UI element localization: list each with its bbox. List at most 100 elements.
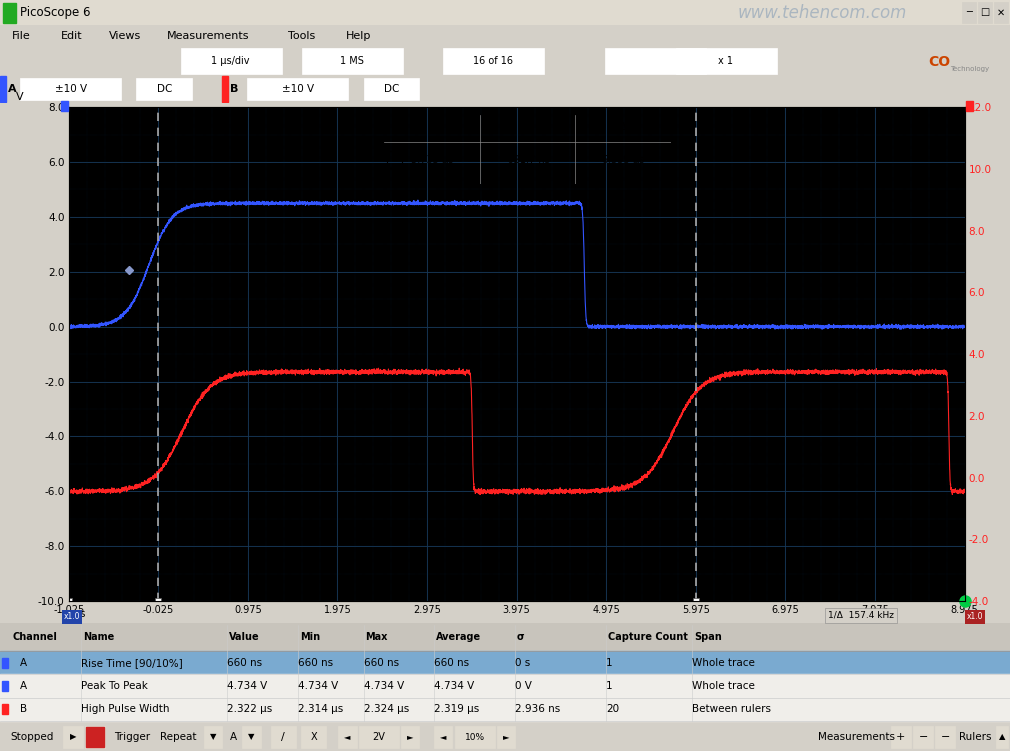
Text: Stopped: Stopped [10, 732, 54, 742]
Text: A: A [20, 658, 27, 668]
Bar [978, 2, 992, 23]
Bar [222, 77, 228, 101]
Text: /: / [282, 732, 285, 742]
Text: High Pulse Width: High Pulse Width [81, 704, 170, 714]
Bar [0, 651, 1010, 674]
Text: □: □ [980, 8, 990, 17]
Text: 2.322 μs: 2.322 μs [227, 704, 273, 714]
Bar [891, 725, 911, 748]
Text: 1: 1 [606, 681, 613, 691]
Text: 0 V: 0 V [515, 681, 532, 691]
Text: Rise Time [90/10%]: Rise Time [90/10%] [81, 658, 183, 668]
Text: 1: 1 [606, 658, 613, 668]
Text: DC: DC [384, 84, 400, 94]
Text: Whole trace: Whole trace [692, 658, 754, 668]
Text: Views: Views [109, 31, 141, 41]
Bar [996, 725, 1008, 748]
Bar [454, 725, 495, 748]
Text: Tools: Tools [288, 31, 315, 41]
Bar [181, 48, 282, 74]
Text: 2.324 μs: 2.324 μs [364, 704, 409, 714]
Text: B: B [20, 704, 27, 714]
Text: 2.314 μs: 2.314 μs [298, 704, 343, 714]
Bar [2, 704, 8, 714]
Text: Between rulers: Between rulers [692, 704, 771, 714]
Text: ▶: ▶ [70, 732, 76, 741]
Text: Capture Count: Capture Count [608, 632, 688, 642]
Text: Help: Help [345, 31, 371, 41]
Text: Rulers: Rulers [960, 732, 992, 742]
Text: ▲: ▲ [999, 732, 1005, 741]
Text: x1.0: x1.0 [967, 613, 983, 622]
Bar [3, 2, 16, 23]
Text: 1/Δ  157.4 kHz: 1/Δ 157.4 kHz [828, 611, 894, 620]
Text: 20: 20 [606, 704, 619, 714]
Bar [20, 78, 121, 100]
Bar [338, 725, 357, 748]
Text: ▼: ▼ [210, 732, 216, 741]
Bar [359, 725, 399, 748]
Text: A: A [230, 732, 237, 742]
Bar [302, 48, 403, 74]
Text: ◄: ◄ [440, 732, 446, 741]
Text: A: A [8, 84, 17, 94]
Text: Edit: Edit [61, 31, 82, 41]
Bar [301, 725, 326, 748]
Text: ■: ■ [92, 732, 100, 741]
Text: Technology: Technology [950, 66, 989, 72]
Bar [401, 725, 419, 748]
Text: 10%: 10% [465, 732, 485, 741]
Text: ✕: ✕ [997, 8, 1005, 17]
Text: ▼: ▼ [248, 732, 255, 741]
Text: www.tehencom.com: www.tehencom.com [737, 4, 907, 22]
Text: ►: ► [407, 732, 413, 741]
Text: 2.936 ns: 2.936 ns [515, 704, 561, 714]
Text: μs: μs [74, 609, 85, 620]
Text: 1 μs/div: 1 μs/div [211, 56, 249, 66]
Bar [63, 725, 83, 748]
Text: DC: DC [157, 84, 173, 94]
Text: 660 ns: 660 ns [434, 658, 470, 668]
Bar [994, 2, 1008, 23]
Bar [86, 727, 104, 746]
Bar [443, 48, 544, 74]
Bar [136, 78, 192, 100]
Text: 4.734 V: 4.734 V [298, 681, 338, 691]
Text: −: − [918, 732, 928, 742]
Bar [913, 725, 933, 748]
Text: Value: Value [229, 632, 260, 642]
Text: CO: CO [928, 56, 950, 69]
Text: B: B [230, 84, 238, 94]
Text: PicoScope 6: PicoScope 6 [20, 6, 91, 19]
Text: X: X [310, 732, 317, 742]
Bar [935, 725, 955, 748]
Bar [962, 2, 976, 23]
Text: 4.734 V: 4.734 V [364, 681, 404, 691]
Text: x 1: x 1 [718, 56, 732, 66]
Text: 1 MS: 1 MS [339, 56, 364, 66]
Text: σ: σ [517, 632, 525, 642]
Text: Measurements: Measurements [818, 732, 895, 742]
Bar [2, 681, 8, 691]
Text: Channel: Channel [12, 632, 57, 642]
Text: Span: Span [694, 632, 721, 642]
Bar [0, 674, 1010, 698]
Text: ─: ─ [966, 8, 972, 17]
Text: 2.319 μs: 2.319 μs [434, 704, 480, 714]
Text: A: A [20, 681, 27, 691]
Bar [85, 725, 105, 748]
Bar [0, 623, 1010, 651]
Bar [0, 77, 6, 101]
Bar [364, 78, 419, 100]
Text: 2V: 2V [373, 732, 385, 742]
Text: 660 ns: 660 ns [298, 658, 333, 668]
Text: Measurements: Measurements [167, 31, 249, 41]
Text: 16 of 16: 16 of 16 [473, 56, 513, 66]
Text: File: File [12, 31, 31, 41]
Text: 660 ns: 660 ns [227, 658, 263, 668]
Text: 4.734 V: 4.734 V [434, 681, 475, 691]
Text: Average: Average [436, 632, 482, 642]
Text: Whole trace: Whole trace [692, 681, 754, 691]
Text: ■: ■ [90, 732, 100, 742]
Text: Repeat: Repeat [160, 732, 196, 742]
